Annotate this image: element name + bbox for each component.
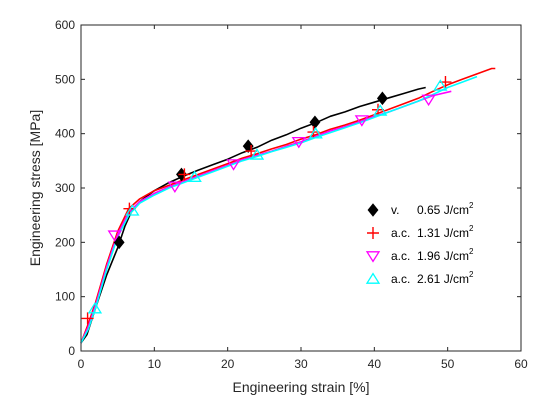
series-2-marker (245, 145, 258, 158)
legend-label-name: a.c. (391, 249, 410, 263)
series-line-2 (80, 67, 496, 344)
y-tick-label: 200 (55, 235, 75, 249)
series-4-marker (125, 204, 140, 216)
curves-layer (80, 67, 496, 344)
y-tick-label: 100 (55, 290, 75, 304)
legend-fluence-exponent: 2 (469, 224, 474, 233)
series-3-marker (226, 159, 241, 171)
series-1-marker (242, 139, 254, 153)
y-tick-label: 300 (55, 181, 75, 195)
y-tick-label: 0 (68, 344, 75, 358)
legend-label-fluence: 0.65 J/cm2 (417, 201, 474, 217)
series-1-marker (113, 235, 125, 250)
series-4-marker (308, 127, 323, 139)
y-tick-label: 600 (55, 18, 75, 32)
legend-label-fluence: 1.96 J/cm2 (417, 247, 474, 263)
x-tick-label: 60 (514, 357, 528, 371)
series-4-marker (87, 301, 103, 314)
series-3-marker (354, 115, 370, 127)
y-axis-title: Engineering stress [MPa] (27, 110, 43, 266)
legend-marker-4 (365, 272, 381, 284)
legend-fluence-exponent: 2 (469, 247, 474, 256)
x-tick-label: 10 (148, 357, 162, 371)
x-tick-label: 0 (78, 357, 85, 371)
series-2-marker (123, 202, 136, 215)
series-4-marker (373, 104, 388, 116)
markers-layer (81, 76, 452, 325)
series-line-1 (80, 86, 426, 344)
series-line-4 (80, 75, 478, 344)
legend-fluence-exponent: 2 (469, 201, 474, 210)
series-3-marker (107, 230, 122, 242)
x-tick-label: 30 (294, 357, 308, 371)
series-2-marker (81, 312, 94, 325)
series-4-marker (433, 79, 448, 91)
legend-fluence-value: 0.65 J/cm (417, 203, 469, 217)
legend-label-name: a.c. (391, 226, 410, 240)
series-4-marker (187, 170, 202, 182)
legend-fluence-value: 1.96 J/cm (417, 249, 469, 263)
series-3-marker (291, 136, 306, 149)
y-tick-label: 400 (55, 127, 75, 141)
legend-marker-2 (367, 227, 379, 239)
plot-background (81, 25, 521, 351)
legend-marker-3 (365, 251, 381, 263)
series-3-marker (421, 94, 436, 107)
x-tick-label: 40 (368, 357, 382, 371)
y-tick-label: 500 (55, 72, 75, 86)
legend-label-name: a.c. (391, 272, 410, 286)
x-axis-title: Engineering strain [%] (233, 379, 370, 395)
legend-label-fluence: 2.61 J/cm2 (417, 270, 474, 286)
series-2-marker (178, 168, 191, 181)
legend-label-name: v. (391, 203, 399, 217)
legend-label-fluence: 1.31 J/cm2 (417, 224, 474, 240)
x-tick-label: 50 (441, 357, 455, 371)
series-3-marker (167, 181, 183, 193)
series-4-marker (249, 148, 265, 160)
legend-marker-1 (367, 203, 379, 217)
legend-fluence-exponent: 2 (469, 270, 474, 279)
series-1-marker (376, 91, 388, 106)
x-tick-label: 20 (221, 357, 235, 371)
legend-fluence-value: 1.31 J/cm (417, 226, 469, 240)
legend-fluence-value: 2.61 J/cm (417, 272, 469, 286)
